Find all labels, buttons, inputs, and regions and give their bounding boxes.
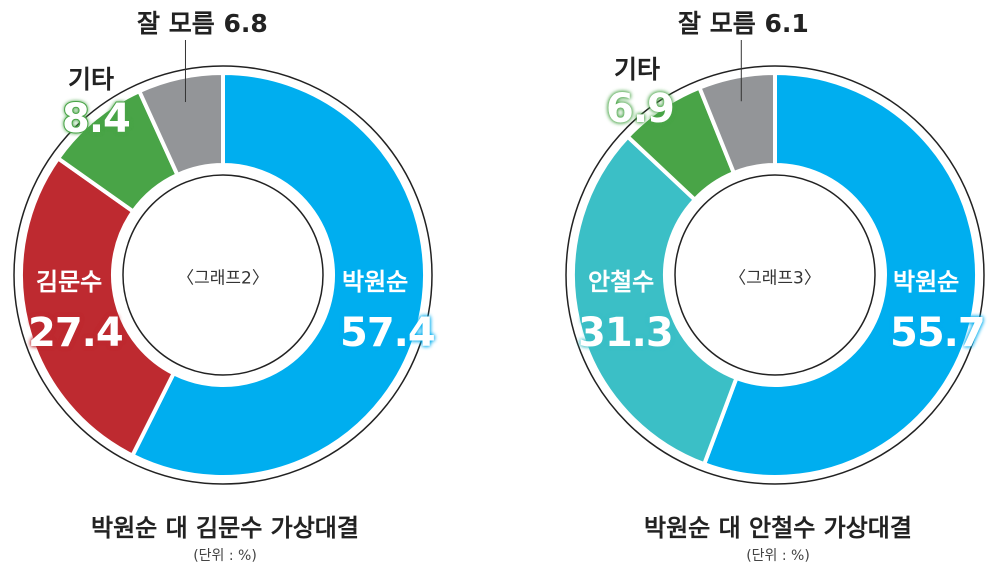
chart2-unknown-label: 잘 모름 6.1: [678, 9, 809, 38]
chart2-outer-ring: [565, 65, 985, 485]
chart1-kim-label: 김문수: [36, 268, 103, 296]
chart1-unknown-label: 잘 모름 6.8: [137, 9, 268, 38]
chart1-inner-ring: [122, 174, 324, 376]
chart2-unit: (단위 : %): [746, 548, 810, 564]
chart1-other-label: 기타: [68, 65, 115, 94]
chart2-inner-ring: [674, 174, 876, 376]
chart2-slice-1: [571, 133, 740, 467]
chart2-center-label: 〈그래프3〉: [729, 268, 821, 289]
chart1-slice-0: [129, 70, 427, 479]
chart2-other-label: 기타: [614, 55, 661, 84]
chart2-slice-3: [696, 70, 777, 176]
chart2-ahn-label: 안철수: [588, 268, 655, 296]
chart2-ahn-value: 31.3: [578, 310, 674, 356]
chart1-other-value: 8.4: [61, 95, 132, 143]
chart1-title: 박원순 대 김문수 가상대결: [91, 514, 359, 542]
chart1-kim-value: 27.4: [28, 310, 124, 356]
chart1-slice-1: [19, 155, 177, 459]
chart2-title: 박원순 대 안철수 가상대결: [644, 514, 912, 542]
chart1-outer-ring: [13, 65, 433, 485]
chart2-other-value: 6.9: [606, 86, 675, 132]
chart1-center-label: 〈그래프2〉: [177, 268, 269, 289]
chart1-park-value: 57.4: [340, 310, 436, 356]
chart2-slice-0: [701, 70, 979, 479]
chart1-park-label: 박원순: [342, 268, 409, 296]
chart1-slice-3: [136, 70, 225, 178]
chart2-park-value: 55.7: [890, 310, 986, 356]
chart2-park-label: 박원순: [893, 268, 960, 296]
chart1-unit: (단위 : %): [193, 548, 257, 564]
